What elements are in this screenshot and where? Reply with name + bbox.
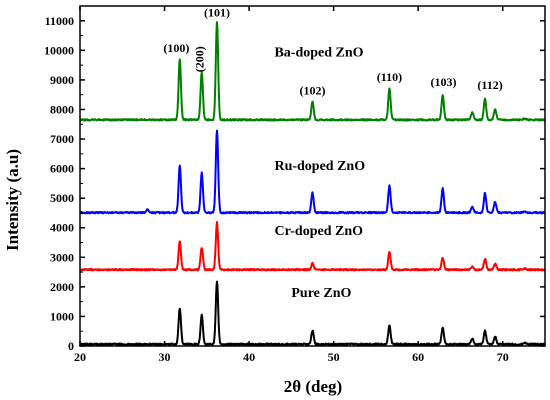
series-layer <box>79 21 546 346</box>
y-tick-label-9000: 9000 <box>50 73 74 87</box>
peak-label-200: (200) <box>192 46 206 72</box>
x-tick-label-50: 50 <box>328 350 340 364</box>
y-axis-title: Intensity (a.u) <box>3 149 22 251</box>
x-tick-label-40: 40 <box>243 350 255 364</box>
y-tick-label-3000: 3000 <box>50 250 74 264</box>
peak-label-101: (101) <box>204 5 230 19</box>
label-layer: Pure ZnO Cr-doped ZnO Ru-doped ZnO Ba-doped… <box>163 5 502 301</box>
y-tick-label-7000: 7000 <box>50 132 74 146</box>
y-tick-label-2000: 2000 <box>50 280 74 294</box>
series-line-cr-doped-zno <box>79 221 546 272</box>
peak-label-103: (103) <box>431 75 457 89</box>
plot-frame <box>79 5 546 347</box>
series-line-ru-doped-zno <box>79 129 546 215</box>
y-tick-label-5000: 5000 <box>50 191 74 205</box>
series-line-pure-zno <box>79 280 546 346</box>
y-tick-label-0: 0 <box>68 339 74 353</box>
series-label-ru-doped-zno: Ru-doped ZnO <box>274 159 365 174</box>
series-label-cr-doped-zno: Cr-doped ZnO <box>274 224 363 239</box>
x-tick-label-20: 20 <box>74 350 86 364</box>
peak-label-110: (110) <box>377 70 402 84</box>
y-tick-label-11000: 11000 <box>45 14 74 28</box>
y-tick-label-6000: 6000 <box>50 162 74 176</box>
peak-label-102: (102) <box>300 84 326 98</box>
x-tick-label-30: 30 <box>159 350 171 364</box>
peak-label-100: (100) <box>163 41 189 55</box>
series-label-pure-zno: Pure ZnO <box>291 286 351 301</box>
series-line-ba-doped-zno <box>79 21 546 122</box>
axis-layer: 20 30 40 50 60 70 0 1000 2000 3000 4000 5000 6000 700… <box>44 5 546 364</box>
y-tick-label-1000: 1000 <box>50 309 74 323</box>
x-tick-label-60: 60 <box>412 350 424 364</box>
y-tick-label-8000: 8000 <box>50 102 74 116</box>
x-axis-title: 2θ (deg) <box>284 377 342 396</box>
series-label-ba-doped-zno: Ba-doped ZnO <box>274 45 363 60</box>
y-tick-label-4000: 4000 <box>50 221 74 235</box>
x-tick-label-70: 70 <box>497 350 509 364</box>
y-tick-label-10000: 10000 <box>44 43 74 57</box>
peak-label-112: (112) <box>477 78 502 92</box>
